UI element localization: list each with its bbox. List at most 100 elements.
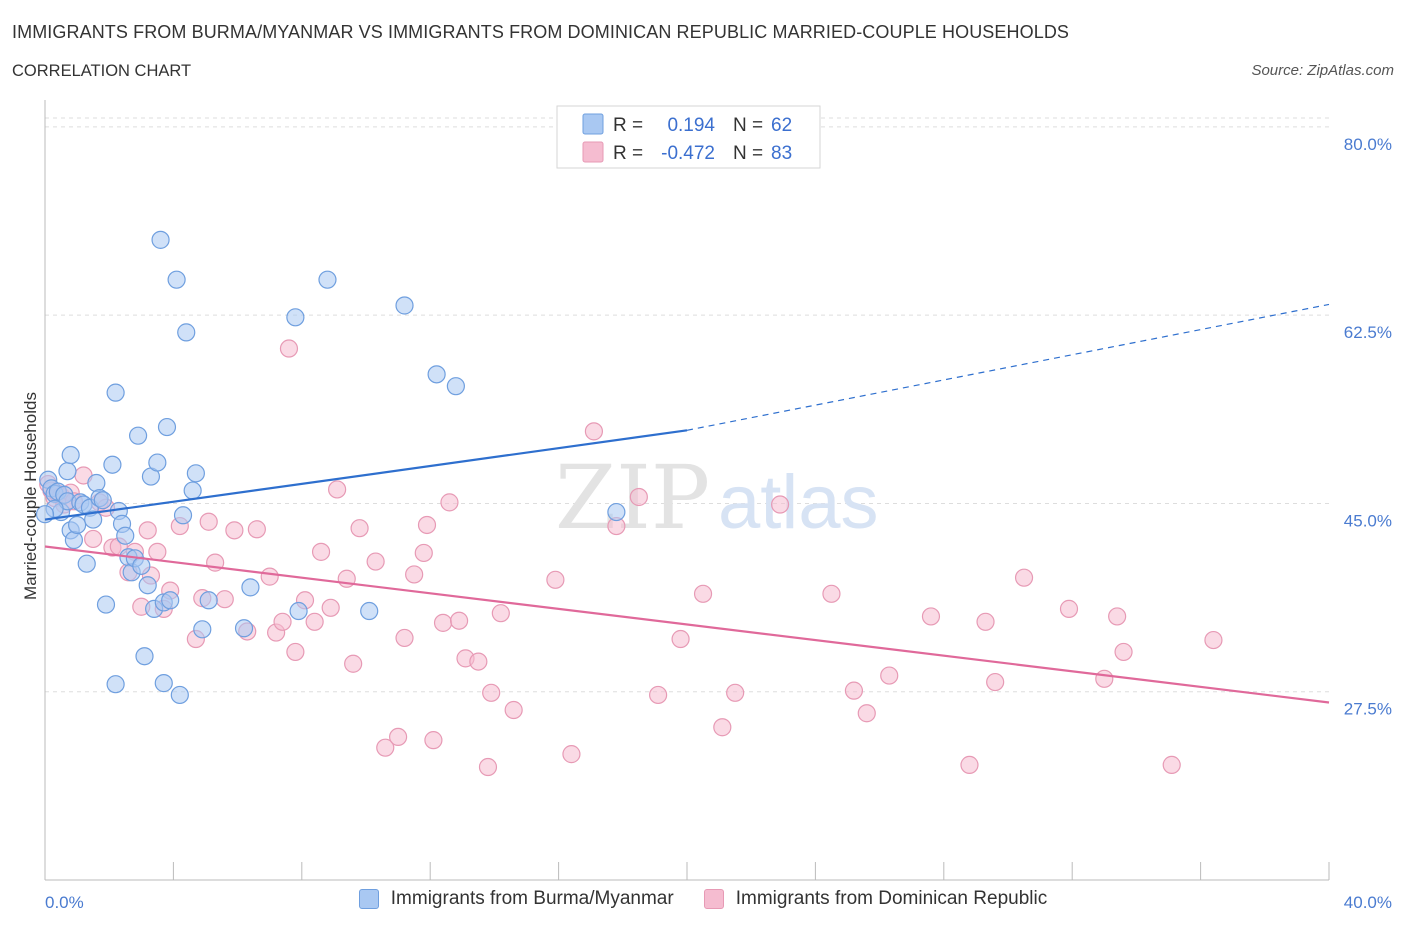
pink-point xyxy=(960,755,979,774)
pink-point xyxy=(1162,755,1181,774)
pink-point xyxy=(440,493,459,512)
pink-point xyxy=(286,642,305,662)
pink-point xyxy=(1095,669,1114,688)
bottom-legend: Immigrants from Burma/Myanmar Immigrants… xyxy=(0,888,1406,910)
x-tick-labels: 0.0% 40.0% xyxy=(45,893,1392,912)
source-label: Source: ZipAtlas.com xyxy=(1251,62,1394,79)
blue-point xyxy=(58,462,77,481)
legend-r-value-pink: -0.472 xyxy=(661,143,715,164)
pink-point xyxy=(148,542,167,561)
pink-point xyxy=(822,584,841,603)
pink-point xyxy=(305,612,324,631)
blue-point xyxy=(77,554,96,573)
blue-point xyxy=(241,578,260,597)
y-tick-label: 45.0% xyxy=(1344,511,1392,530)
pink-point xyxy=(976,612,995,631)
y-tick-label: 80.0% xyxy=(1344,135,1392,154)
pink-point xyxy=(344,654,363,673)
blue-point xyxy=(446,377,465,396)
blue-point xyxy=(170,685,189,705)
pink-point xyxy=(880,666,899,685)
chart-subtitle: CORRELATION CHART xyxy=(12,62,192,80)
pink-point xyxy=(350,519,369,538)
pink-point xyxy=(449,611,469,630)
pink-point xyxy=(546,570,565,589)
pink-point xyxy=(215,590,234,609)
pink-point xyxy=(260,567,279,586)
pink-point xyxy=(562,745,581,764)
pink-point xyxy=(584,422,604,441)
blue-point xyxy=(64,530,83,550)
grid-lines xyxy=(45,117,1329,693)
pink-point xyxy=(433,613,453,632)
legend-r-label-pink: R = xyxy=(613,143,643,164)
legend-swatch-blue xyxy=(582,113,604,135)
legend-r-label-blue: R = xyxy=(613,115,643,136)
legend-box: R = 0.194 N = 62 R = -0.472 N = 83 xyxy=(556,105,821,169)
blue-point xyxy=(199,591,218,610)
blue-point xyxy=(318,270,337,289)
pink-point xyxy=(225,521,244,540)
blue-point xyxy=(607,502,626,522)
blue-point xyxy=(154,674,173,693)
pink-point xyxy=(986,672,1005,692)
legend-n-label-blue: N = xyxy=(733,115,763,136)
blue-point xyxy=(67,515,87,535)
y-tick-labels: 80.0% 62.5% 45.0% 27.5% xyxy=(1344,135,1392,719)
pink-point xyxy=(138,521,157,540)
blue-trend-line xyxy=(44,429,688,521)
blue-point xyxy=(193,620,212,639)
pink-point xyxy=(311,542,331,561)
blue-point xyxy=(128,426,148,445)
bottom-legend-item-burma: Immigrants from Burma/Myanmar xyxy=(358,888,674,910)
blue-point xyxy=(186,464,205,483)
blue-point xyxy=(427,365,446,384)
pink-point xyxy=(366,552,385,571)
bottom-legend-label-burma: Immigrants from Burma/Myanmar xyxy=(390,888,674,909)
blue-point xyxy=(395,296,414,315)
pink-point xyxy=(414,543,433,563)
blue-point xyxy=(103,455,122,474)
y-tick-label: 27.5% xyxy=(1344,700,1392,719)
blue-series-points xyxy=(35,230,626,705)
legend-swatch-pink xyxy=(582,141,604,163)
pink-point xyxy=(649,685,668,705)
pink-point xyxy=(273,612,292,631)
bottom-legend-swatch-pink xyxy=(703,889,724,909)
pink-point xyxy=(713,718,732,737)
bottom-legend-item-dominican: Immigrants from Dominican Republic xyxy=(703,888,1047,910)
pink-point xyxy=(482,683,501,702)
pink-point xyxy=(469,652,488,671)
blue-point xyxy=(183,481,202,500)
pink-point xyxy=(1114,642,1133,662)
blue-point xyxy=(106,383,125,402)
legend-n-value-pink: 83 xyxy=(771,143,792,164)
legend-r-value-blue: 0.194 xyxy=(667,115,715,136)
blue-point xyxy=(157,417,177,437)
pink-point xyxy=(417,515,437,535)
blue-point xyxy=(289,601,308,621)
pink-point xyxy=(405,565,424,584)
watermark-atlas: atlas xyxy=(718,460,879,545)
pink-point xyxy=(857,704,876,723)
pink-point xyxy=(770,495,790,514)
blue-point xyxy=(161,591,180,610)
blue-point xyxy=(84,510,103,529)
y-tick-label: 62.5% xyxy=(1344,323,1392,342)
pink-point xyxy=(279,339,299,358)
blue-point xyxy=(116,526,135,545)
pink-series-points xyxy=(39,339,1223,777)
blue-point xyxy=(286,308,305,327)
pink-point xyxy=(693,584,713,603)
pink-point xyxy=(376,738,395,757)
blue-point xyxy=(234,619,254,638)
pink-point xyxy=(321,598,340,617)
legend-n-value-blue: 62 xyxy=(771,115,792,136)
pink-point xyxy=(389,727,408,747)
watermark: ZIP atlas xyxy=(555,446,879,549)
blue-point xyxy=(138,576,157,595)
pink-point xyxy=(328,480,347,499)
y-axis-label: Married-couple Households xyxy=(21,392,40,600)
blue-point xyxy=(96,595,116,614)
x-tick-label: 0.0% xyxy=(45,893,84,912)
